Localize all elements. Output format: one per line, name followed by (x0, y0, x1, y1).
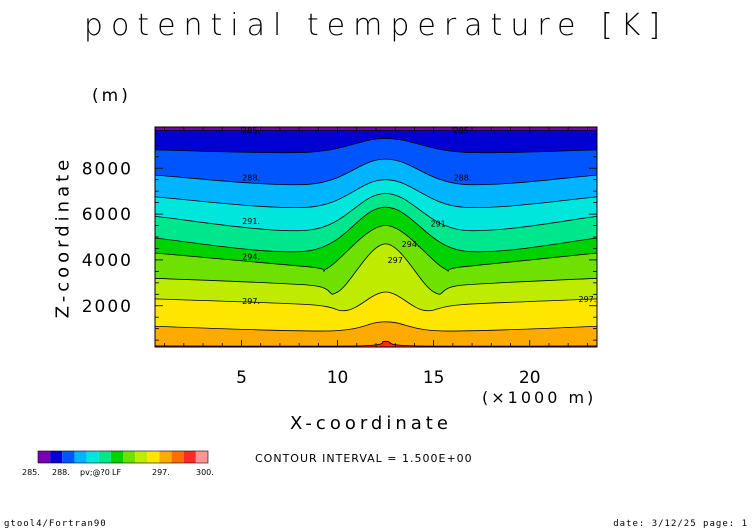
contour-label: 297. (242, 297, 260, 306)
x-tick-label: 20 (519, 368, 541, 388)
y-tick-label: 8000 (82, 159, 133, 179)
x-tick-label: 5 (236, 368, 247, 388)
contour-interval-note: CONTOUR INTERVAL = 1.500E+00 (255, 452, 473, 465)
contour-label: 285. (242, 126, 260, 135)
contour-label: 294. (242, 252, 260, 261)
colorbar-swatch (38, 451, 51, 463)
y-tick-label: 4000 (82, 251, 133, 271)
colorbar-label: 300. (196, 468, 214, 477)
x-axis-label: X-coordinate (290, 413, 452, 434)
contour-line-298.5 (154, 321, 598, 332)
contour-line-288 (154, 158, 598, 186)
footer-program-name: gtool4/Fortran90 (4, 519, 107, 529)
contour-label: 291. (431, 219, 449, 228)
y-tick-label: 2000 (82, 297, 133, 317)
x-tick-label: 10 (327, 368, 349, 388)
colorbar-label: LF (112, 468, 121, 477)
contour-line-289.5 (154, 179, 598, 209)
contour-label: 297 (388, 256, 403, 265)
colorbar-swatch (195, 451, 208, 463)
y-axis-label: Z-coordinate (52, 155, 74, 319)
colorbar-label: 297. (152, 468, 170, 477)
contour-line-294 (154, 225, 598, 272)
x-axis-unit: (×1000 m) (482, 388, 597, 407)
colorbar-swatch (110, 451, 123, 463)
contour-label: 288. (242, 173, 260, 182)
contour-line-286.5 (154, 138, 598, 154)
colorbar-swatch (171, 451, 184, 463)
colorbar-swatch (50, 451, 63, 463)
y-axis-unit: (m) (92, 86, 131, 106)
colorbar-swatch (135, 451, 148, 463)
footer-date-page: date: 3/12/25 page: 1 (613, 519, 748, 529)
contour-label: 285. (454, 126, 472, 135)
contour-label: 291. (242, 217, 260, 226)
contour-line-292.5 (154, 206, 598, 253)
colorbar-swatch (98, 451, 111, 463)
x-tick-label: 15 (423, 368, 445, 388)
colorbar-swatch (147, 451, 160, 463)
colorbar-label: 285. (22, 468, 40, 477)
contour-label: 297. (578, 295, 596, 304)
colorbar-label: pv;@?0 (80, 468, 110, 477)
contour-line-295.5 (154, 243, 598, 295)
colorbar-swatch (74, 451, 87, 463)
colorbar-swatch (123, 451, 136, 463)
contour-line-297 (154, 291, 598, 312)
colorbar-label: 288. (52, 468, 70, 477)
contour-line-291 (154, 193, 598, 232)
colorbar-frame (37, 450, 209, 464)
fill-band-286.5 (155, 127, 597, 153)
colorbar-swatch (159, 451, 172, 463)
colorbar-swatch (183, 451, 196, 463)
contour-label: 294. (402, 240, 420, 249)
y-tick-label: 6000 (82, 205, 133, 225)
contour-label: 288. (454, 173, 472, 182)
colorbar-swatch (62, 451, 75, 463)
chart-title: potential temperature [K] (83, 8, 669, 43)
colorbar-swatch (86, 451, 99, 463)
